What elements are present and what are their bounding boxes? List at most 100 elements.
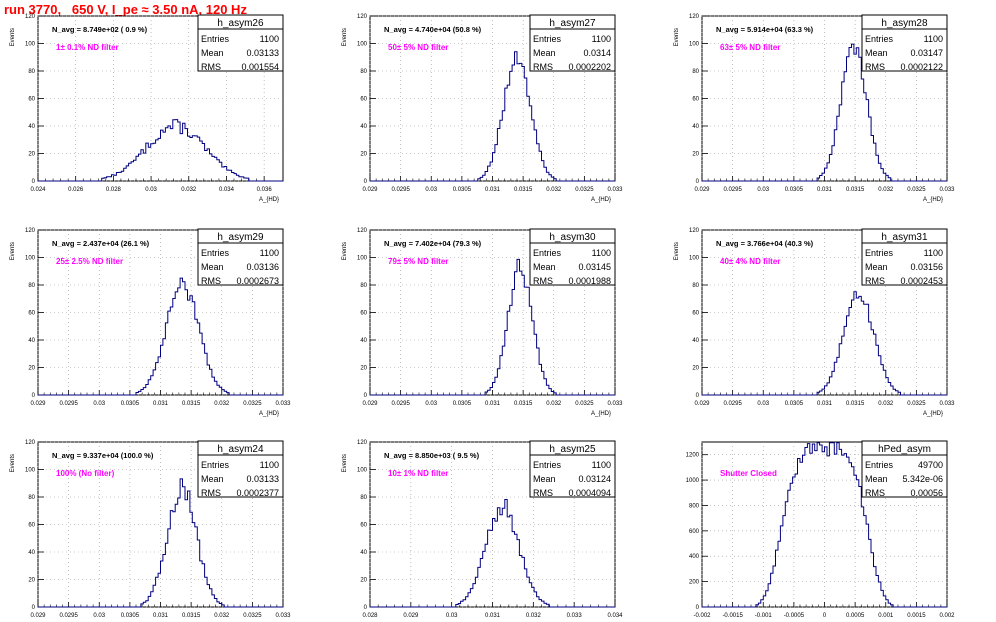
x-tick-label: 0.029 (403, 613, 419, 619)
x-tick-label: 0.032 (878, 187, 894, 193)
y-tick-label: 20 (28, 366, 35, 372)
y-tick-label: 40 (28, 550, 35, 556)
x-tick-label: 0.0315 (846, 401, 865, 407)
y-tick-label: 40 (360, 124, 367, 130)
x-tick-label: 0.03 (93, 613, 105, 619)
y-tick-label: 1200 (686, 453, 700, 459)
stats-mean-value: 0.03133 (246, 474, 279, 484)
stats-entries-label: Entries (865, 460, 894, 470)
histogram-panel-h_asym31: 0.029 0.0295 0.03 0.0305 0.031 0.0315 0.032 0.0… (674, 228, 955, 417)
stats-entries-label: Entries (201, 460, 230, 470)
n-avg-label: N_avg = 9.337e+04 (100.0 %) (52, 451, 154, 460)
x-tick-label: 0.0325 (907, 401, 926, 407)
y-axis-label: Events (342, 454, 348, 472)
x-tick-label: 0.029 (694, 401, 710, 407)
x-tick-label: 0.03 (446, 613, 458, 619)
x-tick-label: 0.032 (214, 613, 230, 619)
x-tick-label: 0.0305 (121, 401, 140, 407)
x-tick-label: 0.031 (817, 401, 833, 407)
n-avg-label: N_avg = 2.437e+04 (26.1 %) (52, 239, 150, 248)
x-tick-label: 0.029 (694, 187, 710, 193)
y-tick-label: 60 (692, 97, 699, 103)
x-axis-label: A_{HD} (591, 411, 611, 417)
x-tick-label: 0.031 (153, 613, 169, 619)
y-tick-label: 20 (360, 578, 367, 584)
stats-rms-value: 0.0002453 (900, 276, 943, 286)
y-tick-label: 100 (25, 468, 36, 474)
y-tick-label: 40 (692, 124, 699, 130)
stats-entries-label: Entries (533, 460, 562, 470)
x-tick-label: 0.03 (757, 401, 769, 407)
histogram-panel-h_asym26: 0.024 0.026 0.028 0.03 0.032 0.034 0.036 0 20 40 6… (10, 14, 284, 203)
x-tick-label: 0.031 (485, 187, 501, 193)
histogram-panel-h_asym30: 0.029 0.0295 0.03 0.0305 0.031 0.0315 0.032 0.0… (342, 228, 623, 417)
stats-entries-value: 1100 (260, 34, 279, 44)
x-axis-label: A_{HD} (923, 197, 943, 203)
x-tick-label: 0.029 (30, 401, 46, 407)
y-tick-label: 20 (28, 152, 35, 158)
y-tick-label: 60 (360, 311, 367, 317)
y-tick-label: 80 (360, 283, 367, 289)
stats-rms-value: 0.0002122 (900, 62, 943, 72)
x-tick-label: 0.0295 (723, 187, 742, 193)
y-tick-label: 60 (360, 97, 367, 103)
x-tick-label: 0.03 (425, 187, 437, 193)
stats-rms-value: 0.00056 (910, 488, 943, 498)
x-tick-label: 0.0305 (785, 401, 804, 407)
stats-rms-label: RMS (533, 488, 553, 498)
y-tick-label: 100 (689, 256, 700, 262)
histogram-panel-h_asym27: 0.029 0.0295 0.03 0.0305 0.031 0.0315 0.032 0.0… (342, 14, 623, 203)
x-tick-label: 0.03 (93, 401, 105, 407)
n-avg-label: N_avg = 4.740e+04 (50.8 %) (384, 25, 482, 34)
y-tick-label: 0 (696, 393, 700, 399)
x-tick-label: 0.03 (145, 187, 157, 193)
x-tick-label: 0.0305 (453, 187, 472, 193)
stats-mean-label: Mean (865, 48, 888, 58)
x-tick-label: 0.031 (485, 613, 501, 619)
x-tick-label: 0.0315 (846, 187, 865, 193)
histogram-name: h_asym30 (549, 232, 596, 243)
stats-rms-label: RMS (865, 488, 885, 498)
x-tick-label: 0.0325 (243, 401, 262, 407)
x-tick-label: 0.026 (68, 187, 84, 193)
y-tick-label: 0 (696, 605, 700, 611)
y-tick-label: 120 (357, 440, 368, 446)
y-tick-label: 0 (696, 179, 700, 185)
n-avg-label: N_avg = 7.402e+04 (79.3 %) (384, 239, 482, 248)
stats-mean-value: 5.342e-06 (902, 474, 943, 484)
x-tick-label: 0.0305 (121, 613, 140, 619)
stats-rms-label: RMS (533, 276, 553, 286)
x-tick-label: 0.0295 (59, 613, 78, 619)
y-axis-label: Events (10, 28, 16, 46)
x-tick-label: 0.0315 (182, 401, 201, 407)
x-tick-label: 0.033 (939, 187, 955, 193)
y-tick-label: 0 (32, 393, 36, 399)
y-tick-label: 0 (364, 179, 368, 185)
histogram-series (702, 43, 947, 182)
stats-mean-label: Mean (533, 48, 556, 58)
y-tick-label: 60 (28, 97, 35, 103)
stats-rms-value: 0.0002673 (236, 276, 279, 286)
x-tick-label: 0.028 (106, 187, 122, 193)
stats-entries-label: Entries (865, 248, 894, 258)
stats-rms-label: RMS (865, 62, 885, 72)
y-tick-label: 120 (25, 14, 36, 20)
histogram-panel-h_asym25: 0.028 0.029 0.03 0.031 0.032 0.033 0.034 0 20 40 6… (342, 440, 623, 619)
y-tick-label: 600 (689, 529, 700, 535)
y-tick-label: 120 (25, 228, 36, 234)
y-axis-label: Events (10, 454, 16, 472)
y-tick-label: 80 (360, 495, 367, 501)
x-tick-label: 0.034 (607, 613, 623, 619)
histogram-name: h_asym29 (217, 232, 264, 243)
stats-rms-value: 0.0001988 (568, 276, 611, 286)
y-tick-label: 80 (360, 69, 367, 75)
y-tick-label: 200 (689, 580, 700, 586)
stats-box (861, 440, 948, 498)
y-tick-label: 120 (357, 14, 368, 20)
histogram-panel-h_asym29: 0.029 0.0295 0.03 0.0305 0.031 0.0315 0.032 0.0… (10, 228, 291, 417)
x-tick-label: 0.029 (362, 401, 378, 407)
stats-rms-label: RMS (533, 62, 553, 72)
stats-mean-value: 0.03145 (578, 262, 611, 272)
stats-entries-value: 1100 (924, 34, 943, 44)
x-tick-label: 0.0315 (514, 187, 533, 193)
